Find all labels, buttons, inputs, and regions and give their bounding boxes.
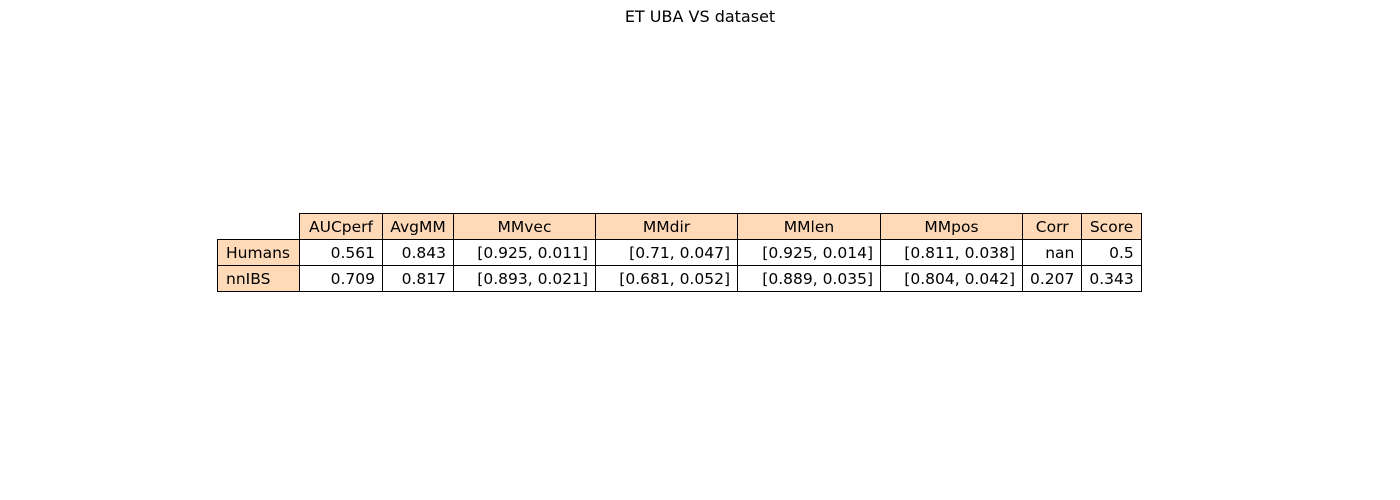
column-header-aucperf: AUCperf (299, 213, 383, 240)
table-cell: [0.925, 0.014] (737, 239, 881, 266)
column-header-mmlen: MMlen (737, 213, 881, 240)
table-cell: [0.681, 0.052] (595, 265, 738, 292)
column-header-score: Score (1081, 213, 1142, 240)
column-header-mmdir: MMdir (595, 213, 738, 240)
results-table-container: AUCperf AvgMM MMvec MMdir MMlen MMpos Co… (217, 213, 1142, 292)
results-table: AUCperf AvgMM MMvec MMdir MMlen MMpos Co… (217, 213, 1142, 292)
column-header-corr: Corr (1021, 213, 1083, 240)
table-cell: [0.889, 0.035] (737, 265, 881, 292)
row-header-nnibs: nnIBS (217, 265, 300, 292)
row-header-humans: Humans (217, 239, 300, 266)
column-header-mmpos: MMpos (880, 213, 1023, 240)
table-cell: 0.817 (382, 265, 454, 292)
header-row: AUCperf AvgMM MMvec MMdir MMlen MMpos Co… (218, 213, 1142, 240)
column-header-mmvec: MMvec (453, 213, 596, 240)
table-cell: 0.5 (1081, 239, 1142, 266)
table-corner (218, 214, 300, 240)
table-cell: [0.71, 0.047] (595, 239, 738, 266)
table-cell: 0.843 (382, 239, 454, 266)
table-cell: [0.925, 0.011] (453, 239, 596, 266)
table-row-humans: Humans 0.561 0.843 [0.925, 0.011] [0.71,… (217, 239, 1142, 266)
table-cell: 0.343 (1081, 265, 1142, 292)
table-cell: [0.893, 0.021] (453, 265, 596, 292)
table-cell: 0.207 (1021, 265, 1083, 292)
chart-title: ET UBA VS dataset (624, 7, 776, 26)
table-cell: nan (1021, 239, 1083, 266)
table-cell: [0.811, 0.038] (880, 239, 1023, 266)
column-header-avgmm: AvgMM (382, 213, 454, 240)
table-cell: 0.561 (299, 239, 383, 266)
table-row-nnibs: nnIBS 0.709 0.817 [0.893, 0.021] [0.681,… (217, 265, 1142, 292)
table-cell: [0.804, 0.042] (880, 265, 1023, 292)
table-cell: 0.709 (299, 265, 383, 292)
